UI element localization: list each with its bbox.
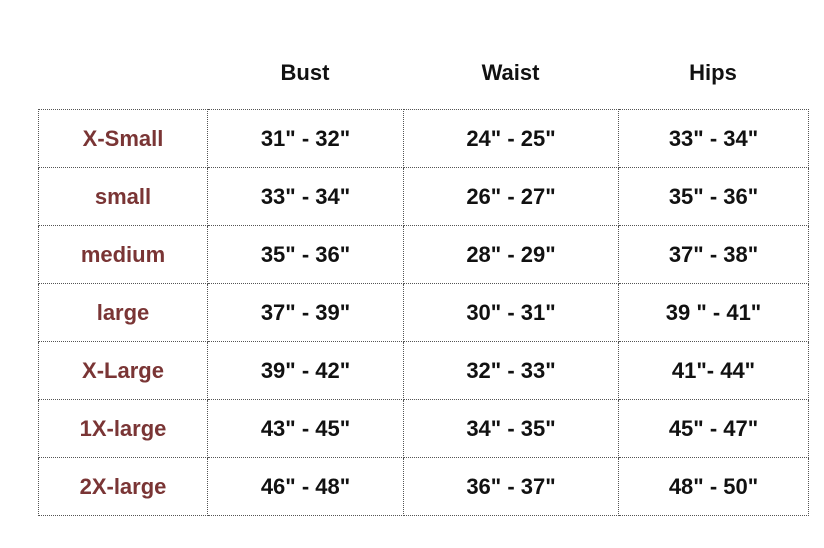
bust-cell: 37" - 39": [207, 283, 404, 342]
bust-cell: 46" - 48": [207, 457, 404, 516]
waist-cell: 24" - 25": [403, 109, 619, 168]
table-row: X-Large 39" - 42" 32" - 33" 41"- 44": [38, 341, 809, 400]
bust-cell: 39" - 42": [207, 341, 404, 400]
table-row: large 37" - 39" 30" - 31" 39 " - 41": [38, 283, 809, 342]
size-label: large: [38, 283, 208, 342]
bust-cell: 31" - 32": [207, 109, 404, 168]
header-hips: Hips: [689, 60, 737, 85]
hips-cell: 39 " - 41": [618, 283, 809, 342]
size-label: small: [38, 167, 208, 226]
hips-cell: 35" - 36": [618, 167, 809, 226]
hips-cell: 37" - 38": [618, 225, 809, 284]
size-label: X-Large: [38, 341, 208, 400]
waist-cell: 28" - 29": [403, 225, 619, 284]
header-waist: Waist: [481, 60, 540, 85]
hips-cell: 33" - 34": [618, 109, 809, 168]
waist-cell: 26" - 27": [403, 167, 619, 226]
table-row: X-Small 31" - 32" 24" - 25" 33" - 34": [38, 109, 809, 168]
waist-cell: 32" - 33": [403, 341, 619, 400]
waist-cell: 36" - 37": [403, 457, 619, 516]
size-label: 1X-large: [38, 399, 208, 458]
bust-cell: 35" - 36": [207, 225, 404, 284]
table-row: 1X-large 43" - 45" 34" - 35" 45" - 47": [38, 399, 809, 458]
table-row: 2X-large 46" - 48" 36" - 37" 48" - 50": [38, 457, 809, 516]
hips-cell: 48" - 50": [618, 457, 809, 516]
bust-cell: 43" - 45": [207, 399, 404, 458]
waist-cell: 34" - 35": [403, 399, 619, 458]
size-label: X-Small: [38, 109, 208, 168]
hips-cell: 45" - 47": [618, 399, 809, 458]
size-chart-table: X-Small 31" - 32" 24" - 25" 33" - 34" small 3…: [38, 109, 809, 516]
waist-cell: 30" - 31": [403, 283, 619, 342]
size-label: 2X-large: [38, 457, 208, 516]
bust-cell: 33" - 34": [207, 167, 404, 226]
hips-cell: 41"- 44": [618, 341, 809, 400]
table-row: small 33" - 34" 26" - 27" 35" - 36": [38, 167, 809, 226]
size-label: medium: [38, 225, 208, 284]
table-row: medium 35" - 36" 28" - 29" 37" - 38": [38, 225, 809, 284]
header-bust: Bust: [280, 60, 330, 85]
